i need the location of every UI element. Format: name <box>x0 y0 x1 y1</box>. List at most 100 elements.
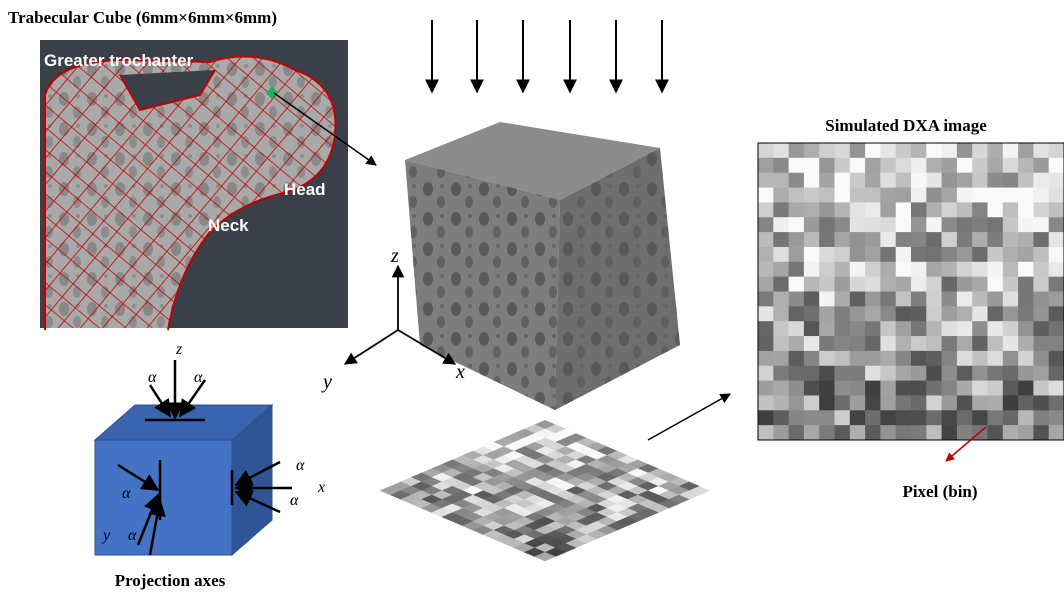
pixel <box>941 172 958 189</box>
pixel <box>880 321 897 337</box>
pixel <box>972 246 988 263</box>
pixel <box>819 276 835 292</box>
pixel <box>803 276 820 292</box>
pixel <box>1018 365 1034 382</box>
pixel <box>803 350 820 367</box>
pixel <box>926 187 943 203</box>
pixel <box>911 157 927 174</box>
pixel <box>926 217 943 233</box>
pixel <box>972 350 988 367</box>
pixel <box>972 306 988 322</box>
pixel <box>758 380 774 396</box>
pixel <box>926 246 943 263</box>
pixel <box>1048 157 1064 174</box>
pixel <box>849 143 866 159</box>
pixel <box>911 336 927 352</box>
pixel <box>849 395 866 411</box>
pixel <box>1033 365 1050 382</box>
pixel <box>1018 425 1034 441</box>
pixel <box>972 157 988 174</box>
pixel <box>1033 425 1050 441</box>
projection-label: α <box>174 397 183 414</box>
pixel <box>1018 261 1034 278</box>
greater-trochanter: Greater trochanter <box>44 51 194 70</box>
pixel <box>956 291 973 307</box>
pixel <box>803 246 820 263</box>
pixel <box>865 321 881 337</box>
pixel <box>849 172 866 189</box>
pixel <box>880 143 897 159</box>
pixel <box>1033 172 1050 189</box>
pixel <box>987 246 1004 263</box>
pixel <box>987 187 1004 203</box>
pixel <box>773 217 790 233</box>
pixel <box>926 395 943 411</box>
pixel <box>803 306 820 322</box>
pixel <box>865 395 881 411</box>
pixel <box>926 261 943 278</box>
pixel <box>956 261 973 278</box>
pixel <box>926 365 943 382</box>
pixel <box>788 350 805 367</box>
pixel <box>834 246 851 263</box>
pixel <box>1002 261 1019 278</box>
pixel <box>1048 410 1064 426</box>
pixel <box>987 232 1004 248</box>
pixel <box>1033 202 1050 218</box>
pixel <box>773 143 790 159</box>
pixel <box>1048 365 1064 382</box>
pixel <box>773 232 790 248</box>
pixel <box>819 217 835 233</box>
pixel <box>834 276 851 292</box>
pixel <box>941 246 958 263</box>
pixel <box>1048 380 1064 396</box>
pixel <box>788 291 805 307</box>
pixel <box>788 395 805 411</box>
pixel <box>1033 261 1050 278</box>
pixel <box>758 410 774 426</box>
pixel <box>956 246 973 263</box>
dxa-frame <box>757 142 1064 441</box>
pixel <box>956 425 973 441</box>
pixel <box>880 291 897 307</box>
neck-label: Neck <box>208 216 249 235</box>
pixel <box>803 336 820 352</box>
pixel <box>911 202 927 218</box>
pixel <box>941 217 958 233</box>
cube-marker <box>265 86 279 100</box>
pixel <box>1018 217 1034 233</box>
pixel <box>834 202 851 218</box>
pixel <box>956 232 973 248</box>
axis-x: x <box>455 361 465 383</box>
projection-arrows <box>117 360 292 556</box>
pixel <box>788 157 805 174</box>
pixel <box>758 261 774 278</box>
pixel <box>865 157 881 174</box>
pixel <box>880 306 897 322</box>
pixel <box>911 321 927 337</box>
pixel <box>1048 202 1064 218</box>
pixel <box>773 261 790 278</box>
pixel <box>1018 410 1034 426</box>
pixel <box>819 187 835 203</box>
pixel-arrow <box>945 426 987 462</box>
pixel <box>1018 321 1034 337</box>
pixel <box>849 365 866 382</box>
pixel <box>941 365 958 382</box>
pixel <box>819 395 835 411</box>
pixel <box>865 350 881 367</box>
pixel <box>941 232 958 248</box>
pixel <box>895 380 912 396</box>
pixel <box>926 202 943 218</box>
dxa-title: Simulated DXA image <box>825 116 987 135</box>
pixel <box>1002 202 1019 218</box>
pixel <box>773 291 790 307</box>
pixel <box>987 425 1004 441</box>
pixel <box>773 172 790 189</box>
pixel <box>926 157 943 174</box>
pixel <box>819 143 835 159</box>
pixel <box>941 291 958 307</box>
pixel <box>956 380 973 396</box>
pixel <box>758 395 774 411</box>
